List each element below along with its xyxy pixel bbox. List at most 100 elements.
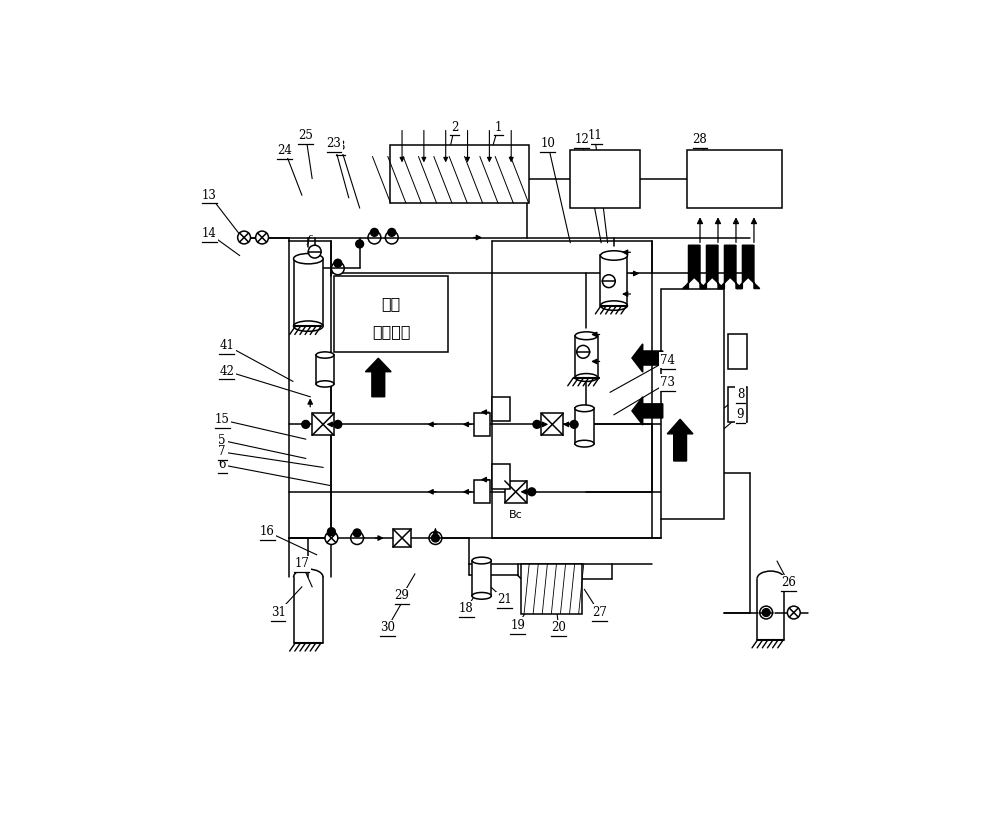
FancyArrow shape (365, 359, 391, 397)
Bar (575, 336, 598, 378)
Text: 1: 1 (495, 121, 502, 133)
Text: 13: 13 (202, 188, 217, 202)
Bar (521, 564, 582, 614)
Circle shape (238, 231, 250, 244)
Ellipse shape (472, 592, 491, 599)
Bar (492, 397, 510, 421)
Bar (390, 145, 529, 203)
Text: 18: 18 (459, 602, 474, 615)
Ellipse shape (316, 352, 334, 358)
Circle shape (328, 528, 335, 535)
Ellipse shape (600, 251, 627, 260)
Text: 25: 25 (298, 129, 313, 142)
Circle shape (325, 531, 338, 545)
Text: 26: 26 (781, 576, 796, 590)
Circle shape (602, 274, 615, 288)
Ellipse shape (316, 381, 334, 387)
Text: 74: 74 (660, 354, 675, 367)
Circle shape (762, 609, 770, 616)
FancyArrow shape (701, 245, 724, 289)
Circle shape (308, 245, 321, 258)
Bar (393, 529, 411, 547)
Bar (600, 255, 627, 305)
Ellipse shape (575, 332, 598, 339)
Circle shape (533, 420, 541, 428)
Circle shape (388, 229, 396, 236)
Text: 7: 7 (218, 445, 226, 459)
Circle shape (351, 531, 364, 545)
Ellipse shape (600, 301, 627, 310)
Text: 12: 12 (574, 133, 589, 147)
Text: 23: 23 (327, 138, 341, 150)
Bar (570, 150, 640, 208)
Text: 41: 41 (219, 339, 234, 352)
Ellipse shape (294, 254, 323, 264)
Text: 空调环境: 空调环境 (372, 324, 410, 339)
Text: 30: 30 (380, 621, 395, 635)
Circle shape (302, 420, 310, 428)
Circle shape (429, 531, 442, 545)
Circle shape (385, 231, 398, 244)
Bar (334, 276, 448, 352)
Circle shape (356, 240, 364, 248)
Text: 28: 28 (693, 133, 707, 147)
Ellipse shape (294, 321, 323, 331)
Text: 8: 8 (737, 388, 744, 400)
Circle shape (334, 420, 342, 428)
Text: 15: 15 (215, 414, 230, 426)
FancyArrow shape (632, 344, 663, 372)
Circle shape (331, 262, 344, 274)
Text: 17: 17 (294, 557, 309, 570)
FancyArrow shape (719, 245, 742, 289)
Bar (294, 259, 323, 326)
Text: f: f (306, 234, 310, 244)
Bar (541, 414, 563, 435)
Ellipse shape (575, 405, 594, 412)
Bar (492, 465, 510, 489)
FancyArrow shape (667, 420, 693, 461)
Text: 73: 73 (660, 376, 675, 389)
Ellipse shape (472, 557, 491, 564)
FancyArrow shape (632, 397, 663, 425)
Text: 31: 31 (271, 606, 286, 619)
Text: 5: 5 (218, 434, 226, 447)
Bar (472, 560, 491, 595)
Text: 2: 2 (451, 121, 458, 133)
Circle shape (787, 606, 800, 619)
Text: 19: 19 (510, 619, 525, 632)
Text: 11: 11 (587, 129, 602, 142)
Text: 10: 10 (540, 138, 555, 150)
Text: 室内: 室内 (382, 296, 401, 311)
Text: 42: 42 (219, 364, 234, 378)
Bar (661, 289, 724, 519)
Bar (728, 387, 747, 422)
Text: 3: 3 (337, 140, 344, 153)
Text: 6: 6 (218, 459, 226, 471)
Text: 24: 24 (277, 143, 292, 157)
Text: 29: 29 (395, 590, 409, 602)
Circle shape (432, 535, 439, 542)
Bar (474, 480, 490, 504)
Circle shape (760, 606, 773, 619)
Ellipse shape (575, 440, 594, 447)
Bar (474, 413, 490, 436)
Circle shape (368, 231, 381, 244)
Bar (316, 355, 334, 384)
Ellipse shape (575, 374, 598, 381)
Text: 14: 14 (202, 227, 217, 240)
FancyArrow shape (737, 245, 760, 289)
Text: 20: 20 (551, 621, 566, 635)
Bar (312, 414, 334, 435)
Bar (575, 409, 594, 444)
FancyArrow shape (683, 245, 706, 289)
Text: 16: 16 (260, 525, 275, 538)
Circle shape (577, 345, 590, 359)
Bar (728, 334, 747, 369)
Bar (505, 481, 527, 503)
Text: 27: 27 (592, 606, 607, 619)
Bar (687, 150, 782, 208)
Circle shape (353, 529, 361, 537)
Circle shape (334, 259, 342, 267)
Text: Bc: Bc (509, 510, 523, 520)
Circle shape (570, 420, 578, 428)
